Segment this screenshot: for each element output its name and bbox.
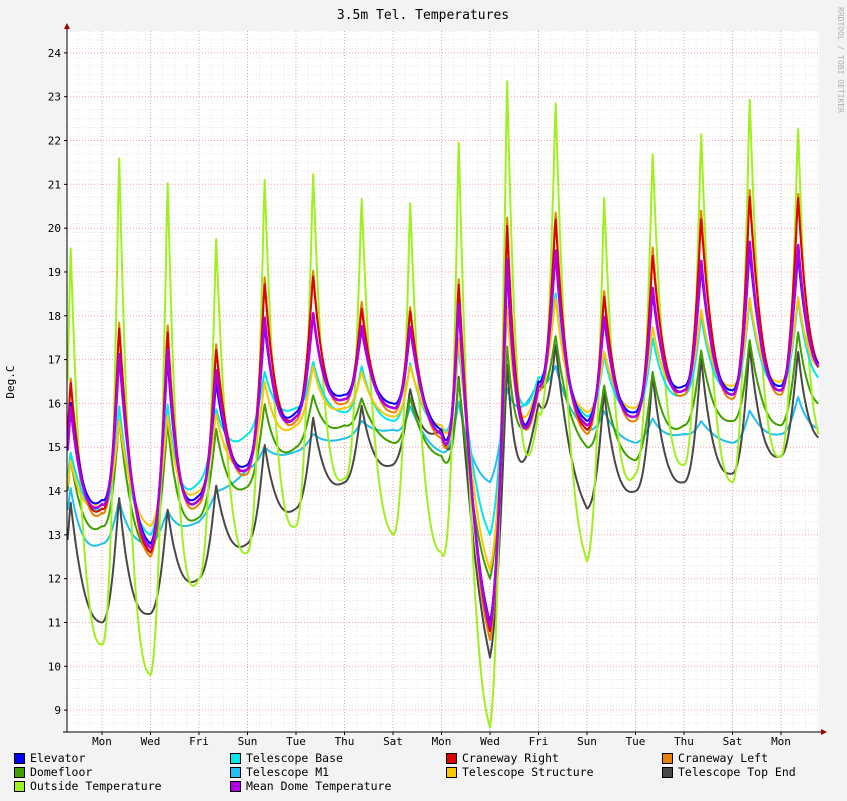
legend-label: Telescope Base: [246, 751, 343, 765]
x-tick-label: Thu: [335, 735, 355, 748]
x-tick-label: Fri: [529, 735, 549, 748]
legend-label: Telescope Structure: [462, 765, 594, 779]
legend-swatch: [446, 752, 457, 764]
legend-label: Craneway Right: [462, 751, 559, 765]
legend-item: Mean Dome Temperature: [230, 779, 391, 793]
x-tick-label: Sat: [723, 735, 743, 748]
y-axis-arrow: [64, 23, 70, 29]
y-tick-labels: 9 10 11 12 13 14 15 16 17 18 19 20 21 22 23 24: [48, 47, 62, 717]
y-tick-label: 18: [48, 310, 61, 323]
legend-swatch: [662, 752, 673, 764]
legend-item: Telescope Structure: [446, 765, 594, 779]
x-tick-label: Sun: [238, 735, 258, 748]
legend-label: Telescope M1: [246, 765, 330, 779]
legend-item: Domefloor: [14, 765, 92, 779]
legend-item: Telescope M1: [230, 765, 329, 779]
x-tick-label: Mon: [771, 735, 791, 748]
x-tick-label: Fri: [189, 735, 209, 748]
y-tick-label: 16: [48, 397, 61, 410]
legend-swatch: [14, 780, 25, 792]
x-tick-label: Tue: [626, 735, 646, 748]
legend-label: Mean Dome Temperature: [246, 779, 392, 793]
legend-swatch: [230, 780, 241, 792]
y-tick-label: 15: [48, 441, 61, 454]
legend-item: Telescope Top End: [662, 765, 796, 779]
chart-title: 3.5m Tel. Temperatures: [337, 8, 509, 23]
y-tick-label: 12: [48, 573, 61, 586]
legend-label: Craneway Left: [678, 751, 769, 765]
y-tick-label: 22: [48, 135, 61, 148]
x-tick-labels: Mon Wed Fri Sun Tue Thu Sat Mon Wed Fri Sun Tue Thu S…: [92, 735, 791, 748]
y-tick-label: 10: [48, 660, 61, 673]
x-tick-label: Mon: [432, 735, 452, 748]
legend-label: Telescope Top End: [678, 765, 796, 779]
axes: [63, 23, 827, 735]
series-line-m1: [66, 364, 819, 547]
y-tick-label: 9: [54, 704, 61, 717]
rrdtool-watermark: RRDTOOL / TOBI OETIKER: [836, 7, 845, 113]
legend-swatch: [662, 766, 673, 778]
legend-item: Elevator: [14, 751, 85, 765]
x-tick-label: Wed: [480, 735, 500, 748]
legend-swatch: [230, 752, 241, 764]
legend-swatch: [14, 752, 25, 764]
legend-swatch: [14, 766, 25, 778]
y-tick-label: 19: [48, 266, 61, 279]
y-tick-label: 20: [48, 222, 61, 235]
legend-item: Outside Temperature: [14, 779, 162, 793]
legend-swatch: [230, 766, 241, 778]
y-tick-label: 13: [48, 529, 61, 542]
y-tick-label: 11: [48, 617, 61, 630]
x-tick-label: Tue: [286, 735, 306, 748]
y-tick-label: 17: [48, 354, 61, 367]
series-line-outside: [66, 80, 820, 729]
y-axis-label: Deg.C: [4, 365, 17, 398]
legend-label: Domefloor: [30, 765, 93, 779]
x-tick-label: Mon: [92, 735, 112, 748]
x-tick-label: Thu: [674, 735, 694, 748]
series-line-floor: [66, 331, 820, 580]
series-layer: [66, 80, 820, 729]
series-line-mean: [66, 240, 820, 629]
legend-label: Outside Temperature: [30, 779, 162, 793]
x-axis-arrow: [821, 729, 827, 735]
y-tick-label: 24: [48, 47, 62, 60]
y-tick-label: 23: [48, 91, 61, 104]
y-tick-label: 14: [48, 485, 62, 498]
x-tick-label: Sat: [383, 735, 403, 748]
y-tick-label: 21: [48, 178, 61, 191]
legend-item: Craneway Left: [662, 751, 768, 765]
legend-item: Telescope Base: [230, 751, 343, 765]
x-tick-label: Wed: [141, 735, 161, 748]
x-tick-label: Sun: [577, 735, 597, 748]
legend-swatch: [446, 766, 457, 778]
legend-item: Craneway Right: [446, 751, 559, 765]
legend-label: Elevator: [30, 751, 86, 765]
